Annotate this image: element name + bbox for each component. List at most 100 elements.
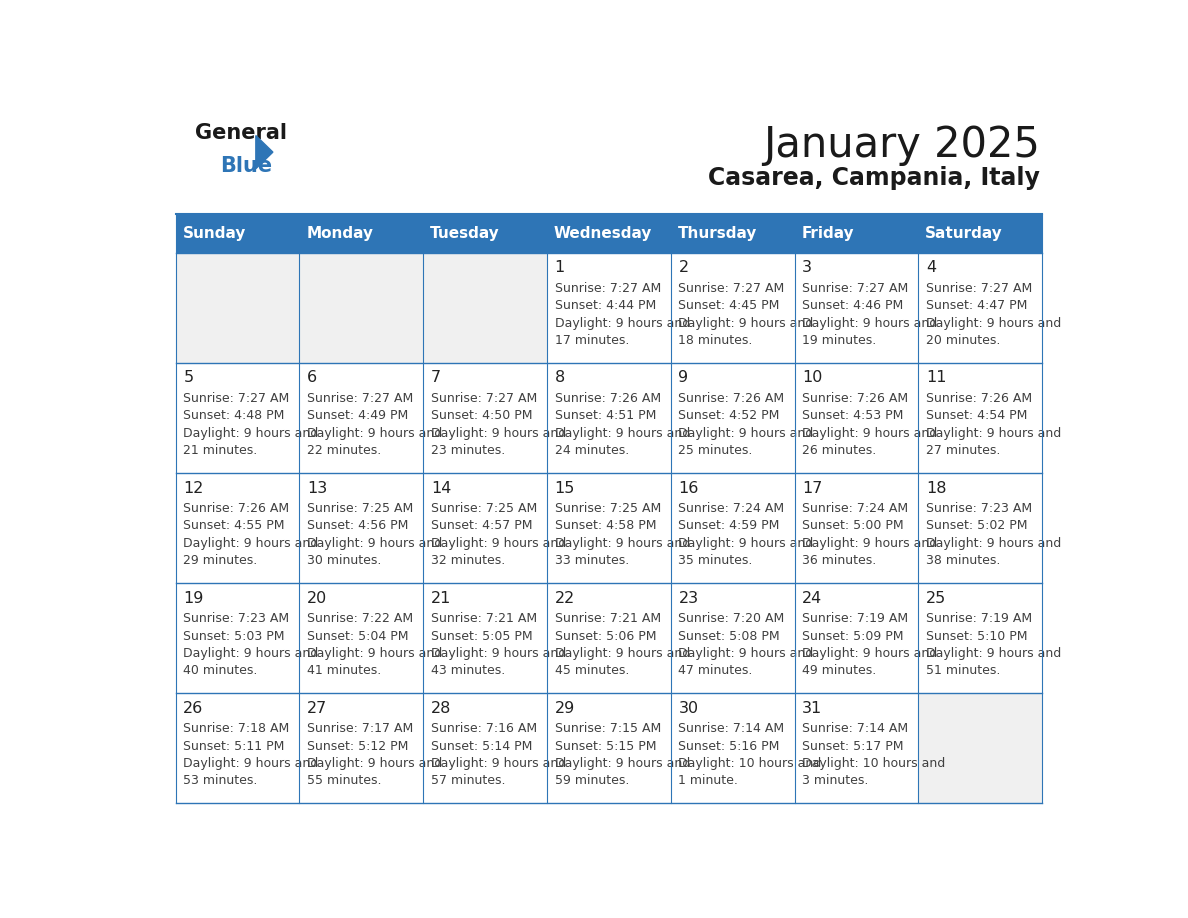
Bar xyxy=(918,583,1042,693)
Text: Daylight: 9 hours and: Daylight: 9 hours and xyxy=(431,427,567,440)
Text: Sunrise: 7:21 AM: Sunrise: 7:21 AM xyxy=(555,612,661,625)
Text: 8: 8 xyxy=(555,371,565,386)
Text: 29: 29 xyxy=(555,700,575,716)
Text: 2: 2 xyxy=(678,261,689,275)
Text: 40 minutes.: 40 minutes. xyxy=(183,665,258,677)
Bar xyxy=(546,214,671,252)
Text: Sunrise: 7:23 AM: Sunrise: 7:23 AM xyxy=(927,502,1032,515)
Bar xyxy=(795,363,918,473)
Text: 30 minutes.: 30 minutes. xyxy=(308,554,381,567)
Text: Sunset: 4:52 PM: Sunset: 4:52 PM xyxy=(678,409,779,422)
Text: Sunset: 4:58 PM: Sunset: 4:58 PM xyxy=(555,520,656,532)
Text: 1 minute.: 1 minute. xyxy=(678,774,739,788)
Text: Daylight: 9 hours and: Daylight: 9 hours and xyxy=(802,427,937,440)
Text: 13: 13 xyxy=(308,480,328,496)
Bar xyxy=(423,473,546,583)
Bar xyxy=(918,363,1042,473)
Bar xyxy=(546,363,671,473)
Bar xyxy=(423,693,546,803)
Bar xyxy=(546,693,671,803)
Bar xyxy=(176,473,299,583)
Text: Sunset: 4:48 PM: Sunset: 4:48 PM xyxy=(183,409,285,422)
Text: 45 minutes.: 45 minutes. xyxy=(555,665,630,677)
Text: Sunrise: 7:15 AM: Sunrise: 7:15 AM xyxy=(555,722,661,735)
Text: Saturday: Saturday xyxy=(925,226,1003,241)
Bar xyxy=(671,693,795,803)
Text: Sunset: 5:00 PM: Sunset: 5:00 PM xyxy=(802,520,904,532)
Text: 59 minutes.: 59 minutes. xyxy=(555,774,630,788)
Bar xyxy=(795,252,918,363)
Text: Sunset: 4:47 PM: Sunset: 4:47 PM xyxy=(927,299,1028,312)
Polygon shape xyxy=(255,136,273,169)
Text: 28: 28 xyxy=(431,700,451,716)
Text: Sunrise: 7:24 AM: Sunrise: 7:24 AM xyxy=(678,502,784,515)
Text: 25 minutes.: 25 minutes. xyxy=(678,444,753,457)
Text: 6: 6 xyxy=(308,371,317,386)
Bar xyxy=(671,252,795,363)
Bar xyxy=(423,363,546,473)
Bar xyxy=(299,363,423,473)
Text: Daylight: 9 hours and: Daylight: 9 hours and xyxy=(555,757,690,770)
Bar xyxy=(176,693,299,803)
Text: 3: 3 xyxy=(802,261,813,275)
Text: 55 minutes.: 55 minutes. xyxy=(308,774,381,788)
Text: 24: 24 xyxy=(802,590,822,606)
Text: Sunset: 5:10 PM: Sunset: 5:10 PM xyxy=(927,630,1028,643)
Text: Sunrise: 7:27 AM: Sunrise: 7:27 AM xyxy=(927,282,1032,295)
Bar xyxy=(918,473,1042,583)
Text: Daylight: 9 hours and: Daylight: 9 hours and xyxy=(308,647,442,660)
Text: Daylight: 10 hours and: Daylight: 10 hours and xyxy=(802,757,946,770)
Text: 4: 4 xyxy=(927,261,936,275)
Text: January 2025: January 2025 xyxy=(763,124,1040,166)
Text: 57 minutes.: 57 minutes. xyxy=(431,774,505,788)
Bar xyxy=(546,473,671,583)
Text: Daylight: 9 hours and: Daylight: 9 hours and xyxy=(308,427,442,440)
Text: Daylight: 9 hours and: Daylight: 9 hours and xyxy=(183,647,318,660)
Text: Sunset: 4:51 PM: Sunset: 4:51 PM xyxy=(555,409,656,422)
Text: Sunset: 5:14 PM: Sunset: 5:14 PM xyxy=(431,740,532,753)
Text: Sunset: 5:04 PM: Sunset: 5:04 PM xyxy=(308,630,409,643)
Text: 15: 15 xyxy=(555,480,575,496)
Text: Sunset: 4:53 PM: Sunset: 4:53 PM xyxy=(802,409,904,422)
Text: Daylight: 9 hours and: Daylight: 9 hours and xyxy=(183,757,318,770)
Text: Daylight: 9 hours and: Daylight: 9 hours and xyxy=(555,647,690,660)
Text: Daylight: 9 hours and: Daylight: 9 hours and xyxy=(927,427,1061,440)
Text: 20 minutes.: 20 minutes. xyxy=(927,334,1000,347)
Text: 26 minutes.: 26 minutes. xyxy=(802,444,877,457)
Text: 12: 12 xyxy=(183,480,204,496)
Text: Sunrise: 7:26 AM: Sunrise: 7:26 AM xyxy=(678,392,784,405)
Text: 23 minutes.: 23 minutes. xyxy=(431,444,505,457)
Text: 35 minutes.: 35 minutes. xyxy=(678,554,753,567)
Text: 26: 26 xyxy=(183,700,203,716)
Text: 1: 1 xyxy=(555,261,565,275)
Bar xyxy=(299,252,423,363)
Bar xyxy=(176,252,299,363)
Bar xyxy=(918,214,1042,252)
Text: 17: 17 xyxy=(802,480,822,496)
Text: Sunset: 5:08 PM: Sunset: 5:08 PM xyxy=(678,630,781,643)
Text: 10: 10 xyxy=(802,371,822,386)
Text: 25: 25 xyxy=(927,590,947,606)
Text: 14: 14 xyxy=(431,480,451,496)
Text: Sunrise: 7:25 AM: Sunrise: 7:25 AM xyxy=(431,502,537,515)
Bar xyxy=(795,583,918,693)
Text: Daylight: 9 hours and: Daylight: 9 hours and xyxy=(927,647,1061,660)
Text: Sunset: 4:45 PM: Sunset: 4:45 PM xyxy=(678,299,779,312)
Text: 27 minutes.: 27 minutes. xyxy=(927,444,1000,457)
Text: Daylight: 9 hours and: Daylight: 9 hours and xyxy=(678,537,814,550)
Text: Daylight: 10 hours and: Daylight: 10 hours and xyxy=(678,757,822,770)
Text: Sunset: 5:06 PM: Sunset: 5:06 PM xyxy=(555,630,656,643)
Text: 3 minutes.: 3 minutes. xyxy=(802,774,868,788)
Text: Daylight: 9 hours and: Daylight: 9 hours and xyxy=(678,427,814,440)
Text: 22: 22 xyxy=(555,590,575,606)
Text: Daylight: 9 hours and: Daylight: 9 hours and xyxy=(802,537,937,550)
Text: Sunset: 5:09 PM: Sunset: 5:09 PM xyxy=(802,630,904,643)
Text: Daylight: 9 hours and: Daylight: 9 hours and xyxy=(802,647,937,660)
Text: Sunset: 5:17 PM: Sunset: 5:17 PM xyxy=(802,740,904,753)
Text: 33 minutes.: 33 minutes. xyxy=(555,554,628,567)
Text: 51 minutes.: 51 minutes. xyxy=(927,665,1000,677)
Text: Sunrise: 7:22 AM: Sunrise: 7:22 AM xyxy=(308,612,413,625)
Text: Thursday: Thursday xyxy=(677,226,757,241)
Text: 19 minutes.: 19 minutes. xyxy=(802,334,877,347)
Text: Daylight: 9 hours and: Daylight: 9 hours and xyxy=(678,647,814,660)
